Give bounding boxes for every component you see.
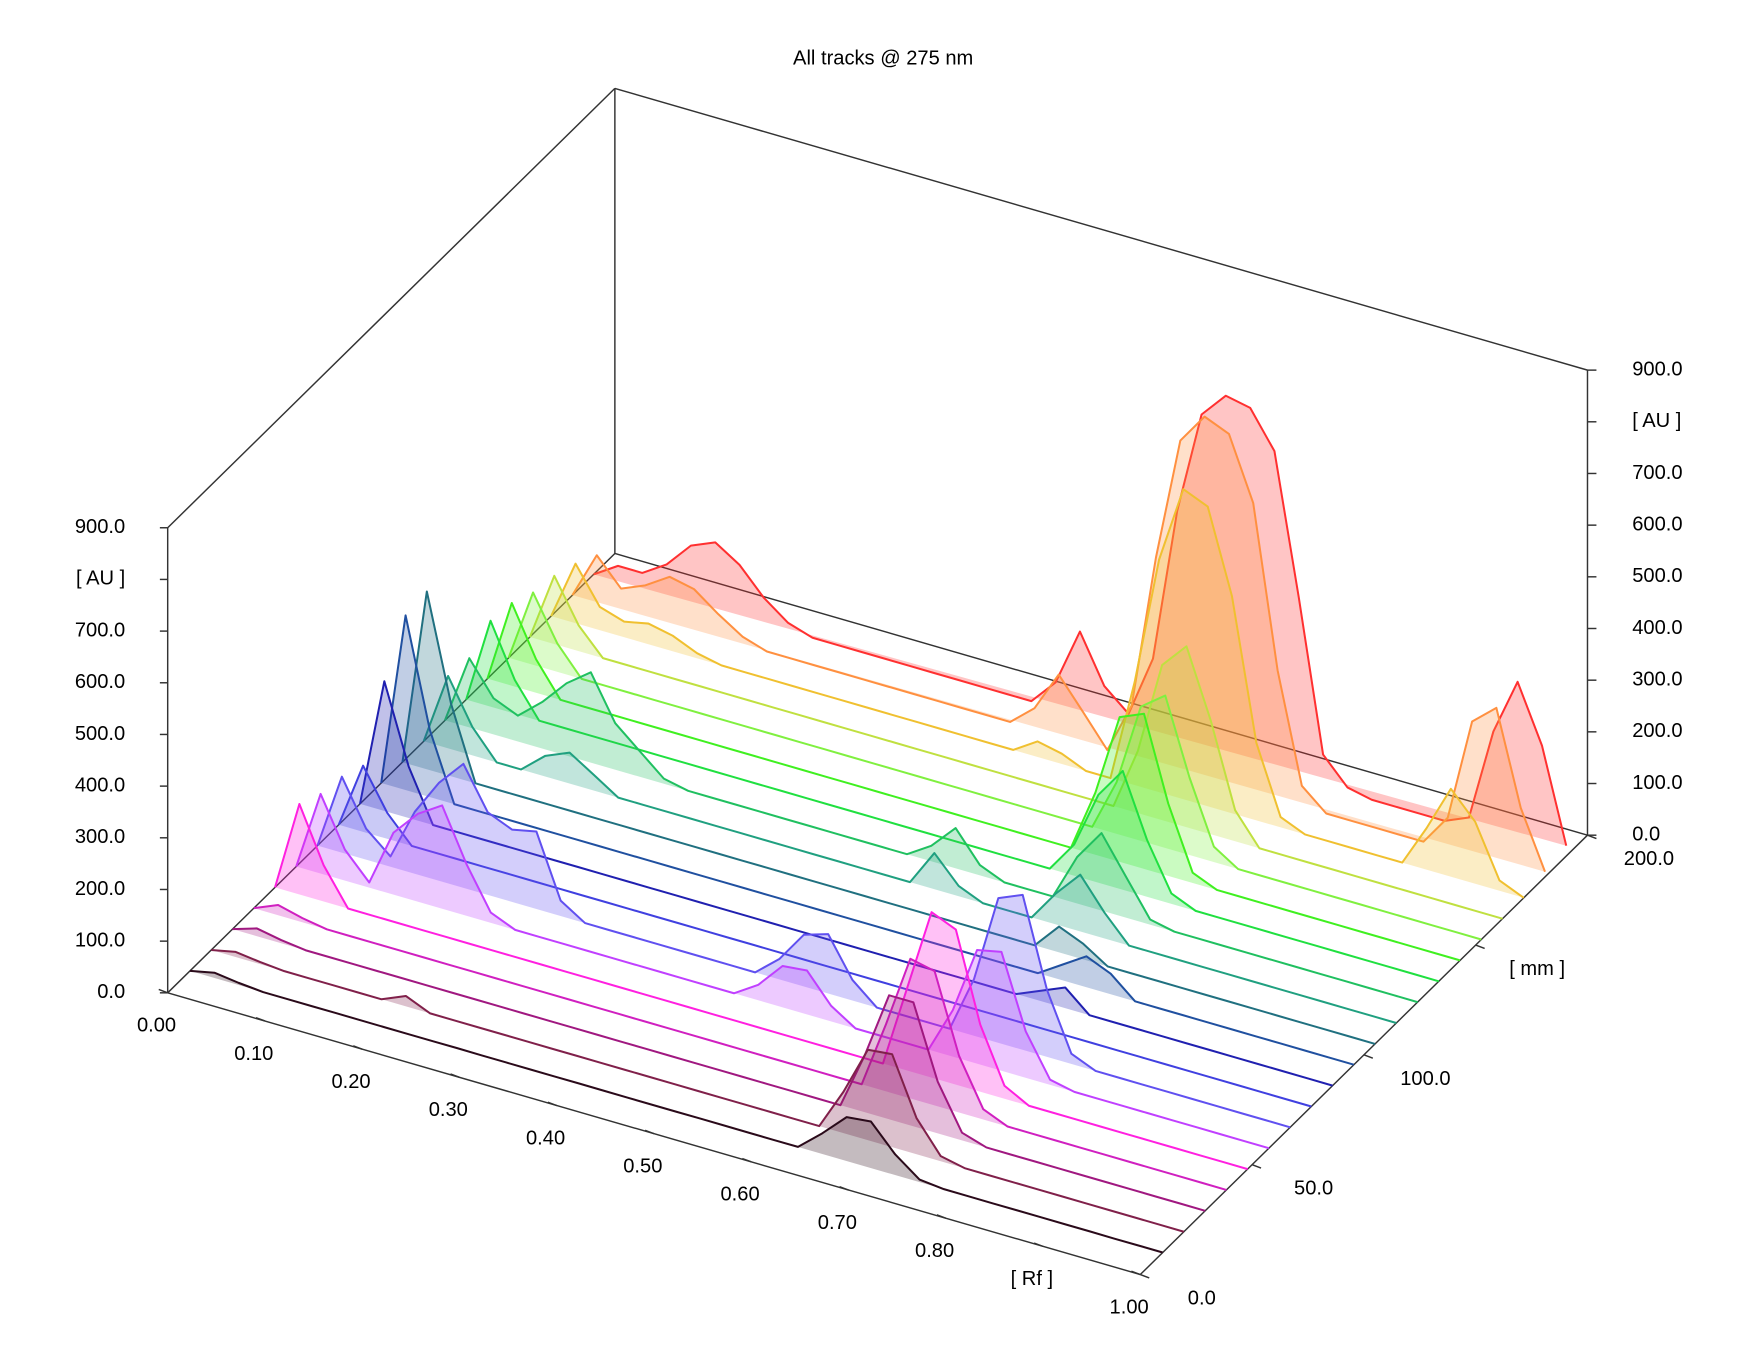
y-tick (1140, 1273, 1150, 1279)
x-tick-label: 0.50 (623, 1156, 662, 1178)
x-tick (936, 1214, 947, 1219)
x-tick (1131, 1270, 1141, 1276)
z-tick-label: 500.0 (1632, 565, 1682, 587)
x-tick (158, 988, 168, 994)
z-tick-label: 900.0 (75, 516, 125, 538)
y-tick-label: 200.0 (1624, 848, 1674, 870)
x-tick-label: 0.10 (234, 1043, 273, 1065)
x-tick (450, 1073, 460, 1079)
y-tick-label: 0.0 (1188, 1287, 1216, 1309)
track-line (550, 488, 1525, 899)
x-tick (547, 1101, 557, 1107)
track-line (593, 394, 1568, 846)
track-line (444, 657, 1418, 1004)
track-line (571, 415, 1546, 873)
z-tick-label: 0.0 (97, 981, 125, 1003)
x-tick (1033, 1242, 1044, 1248)
track-line (528, 574, 1503, 920)
track-line (189, 969, 1163, 1254)
y-tick (1587, 834, 1597, 840)
y-tick (1363, 1054, 1374, 1059)
z-tick-label: 700.0 (75, 619, 125, 641)
z-tick-label: 400.0 (75, 774, 125, 796)
z-tick-label: 600.0 (1632, 513, 1682, 535)
y-tick-label: 50.0 (1294, 1178, 1333, 1200)
z-tick-label: 600.0 (75, 671, 125, 693)
track-line (274, 802, 1248, 1171)
z-tick-label: 0.0 (1632, 824, 1660, 846)
z-tick-label: 100.0 (75, 929, 125, 951)
x-tick-label: 1.00 (1110, 1296, 1149, 1318)
track-line (316, 762, 1291, 1129)
x-tick-label: 0.20 (331, 1071, 370, 1093)
x-tick-label: 0.60 (721, 1184, 760, 1206)
z-tick-label: 300.0 (75, 826, 125, 848)
x-tick-label: 0.40 (526, 1127, 565, 1149)
x-tick (644, 1129, 655, 1135)
z-tick-label: [ AU ] (1632, 410, 1681, 432)
z-tick-label: 900.0 (1632, 358, 1682, 380)
z-tick-label: 200.0 (1632, 720, 1682, 742)
x-tick (255, 1016, 266, 1022)
z-tick-label: [ AU ] (76, 568, 125, 590)
axis-line (167, 552, 616, 994)
z-tick-label: 700.0 (1632, 462, 1682, 484)
x-tick (742, 1157, 752, 1163)
x-tick (839, 1185, 849, 1191)
track-line (232, 927, 1206, 1212)
z-tick-label: 500.0 (75, 723, 125, 745)
axis-line (614, 552, 1588, 836)
x-tick-label: 0.00 (137, 1015, 176, 1037)
track-line (507, 591, 1482, 941)
y-tick-label: 100.0 (1400, 1068, 1450, 1090)
x-tick (353, 1045, 363, 1050)
y-tick (1475, 944, 1485, 950)
x-tick-label: 0.70 (818, 1212, 857, 1234)
track-line (295, 792, 1270, 1150)
x-tick-label: 0.30 (429, 1099, 468, 1121)
track-line (486, 601, 1461, 962)
x-tick-label: [ Rf ] (1011, 1268, 1053, 1290)
track-line (253, 903, 1227, 1191)
track-line (422, 674, 1397, 1024)
track-line (358, 680, 1333, 1087)
z-tick-label: 400.0 (1632, 617, 1682, 639)
track-line (465, 619, 1440, 983)
z-tick-label: 100.0 (1632, 772, 1682, 794)
y-tick (1251, 1164, 1262, 1169)
axis-line (167, 87, 616, 529)
x-tick-label: 0.80 (915, 1240, 954, 1262)
y-tick-label: [ mm ] (1509, 958, 1565, 980)
chart-title: All tracks @ 275 nm (793, 48, 973, 70)
track-line (380, 614, 1355, 1066)
track-line (337, 764, 1312, 1108)
z-tick-label: 300.0 (1632, 668, 1682, 690)
axis-line (614, 87, 1588, 371)
track-line (401, 590, 1376, 1045)
z-tick-label: 200.0 (75, 878, 125, 900)
